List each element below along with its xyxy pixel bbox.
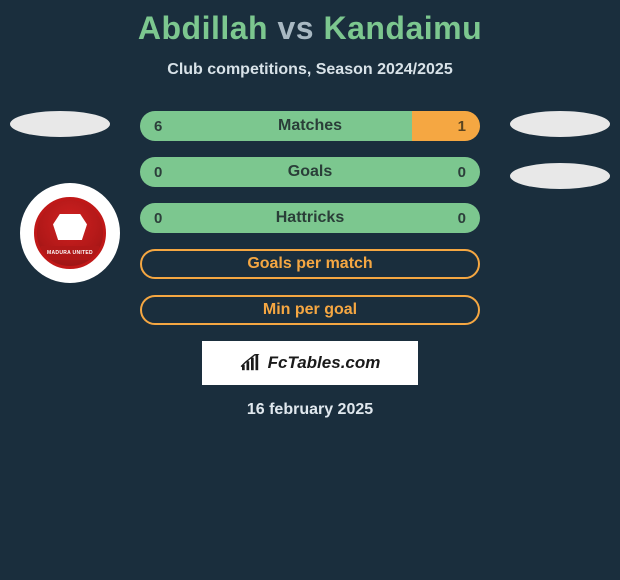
player1-placeholder-oval (10, 111, 110, 137)
club-ribbon-text: MADURA UNITED (40, 246, 100, 260)
brand-text: FcTables.com (268, 353, 381, 373)
comparison-title: Abdillah vs Kandaimu (0, 0, 620, 47)
stat-left-value: 6 (140, 111, 412, 141)
player1-name: Abdillah (138, 10, 268, 46)
stat-label: Min per goal (142, 297, 478, 323)
vs-separator: vs (277, 10, 314, 46)
stat-row: 00Goals (140, 157, 480, 187)
stat-row: Goals per match (140, 249, 480, 279)
stat-bars: 61Matches 00Goals 00Hattricks Goals per mat… (140, 111, 480, 325)
comparison-panel: MADURA UNITED 61Matches 00Goals 00Hattrick… (0, 111, 620, 419)
stat-row: 00Hattricks (140, 203, 480, 233)
stat-label: Goals per match (142, 251, 478, 277)
chart-icon (240, 354, 262, 372)
stat-left-value: 0 (140, 203, 310, 233)
club-logo: MADURA UNITED (34, 197, 106, 269)
brand-box: FcTables.com (202, 341, 418, 385)
subtitle: Club competitions, Season 2024/2025 (0, 61, 620, 79)
footer-date: 16 february 2025 (0, 401, 620, 419)
stat-right-value: 1 (412, 111, 480, 141)
player2-placeholder-oval-1 (510, 111, 610, 137)
player2-name: Kandaimu (323, 10, 482, 46)
stat-row: Min per goal (140, 295, 480, 325)
stat-right-value: 0 (310, 157, 480, 187)
stat-left-value: 0 (140, 157, 310, 187)
bull-icon (53, 214, 87, 240)
stat-right-value: 0 (310, 203, 480, 233)
stat-row: 61Matches (140, 111, 480, 141)
club-badge: MADURA UNITED (20, 183, 120, 283)
player2-placeholder-oval-2 (510, 163, 610, 189)
